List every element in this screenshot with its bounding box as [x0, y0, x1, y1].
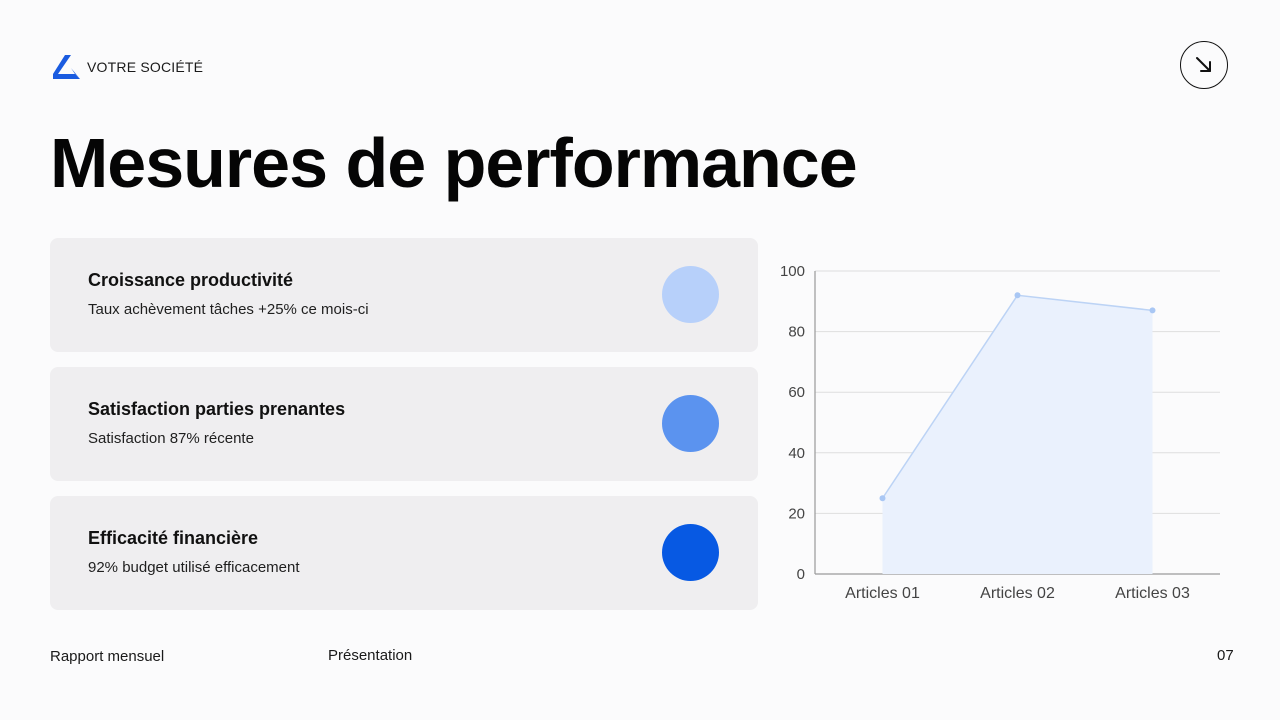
company-logo-icon	[53, 55, 80, 79]
y-tick-label: 60	[788, 384, 805, 401]
page-number: 07	[1217, 647, 1234, 664]
metric-title: Efficacité financière	[88, 528, 259, 548]
performance-chart: 0 20 40 60 80 100 Articles 01 Articles 02 Articl…	[770, 250, 1240, 620]
company-name: VOTRE SOCIÉTÉ	[87, 59, 204, 75]
y-tick-label: 40	[788, 445, 805, 462]
footer-report-label: Rapport mensuel	[50, 648, 165, 665]
data-point	[1149, 307, 1156, 314]
metric-title: Satisfaction parties prenantes	[88, 399, 346, 419]
x-tick-label: Articles 02	[980, 585, 1055, 602]
next-slide-button[interactable]	[1180, 41, 1228, 89]
page-title: Mesures de performance	[50, 124, 858, 202]
data-point	[879, 495, 886, 502]
metric-indicator-dot	[662, 266, 719, 323]
metric-description: 92% budget utilisé efficacement	[88, 559, 300, 576]
metric-description: Satisfaction 87% récente	[88, 430, 254, 447]
metric-description: Taux achèvement tâches +25% ce mois-ci	[88, 301, 369, 318]
arrow-down-right-icon	[1196, 57, 1211, 72]
metric-card-financial: Efficacité financière 92% budget utilisé…	[50, 496, 758, 610]
y-tick-label: 0	[797, 566, 805, 583]
metric-indicator-dot	[662, 395, 719, 452]
metric-card-satisfaction: Satisfaction parties prenantes Satisfact…	[50, 367, 758, 481]
y-tick-label: 100	[780, 263, 805, 280]
metric-title: Croissance productivité	[88, 270, 294, 290]
metric-indicator-dot	[662, 524, 719, 581]
brand: VOTRE SOCIÉTÉ	[51, 54, 203, 80]
x-tick-label: Articles 01	[845, 585, 920, 602]
y-tick-label: 80	[788, 324, 805, 341]
y-tick-label: 20	[788, 505, 805, 522]
metric-card-productivity: Croissance productivité Taux achèvement …	[50, 238, 758, 352]
x-tick-label: Articles 03	[1115, 585, 1190, 602]
footer-presentation-label: Présentation	[328, 647, 413, 664]
series-area	[882, 295, 1153, 574]
data-point	[1014, 292, 1021, 299]
area-chart: 0 20 40 60 80 100 Articles 01 Articles 02 Articl…	[780, 263, 1220, 602]
